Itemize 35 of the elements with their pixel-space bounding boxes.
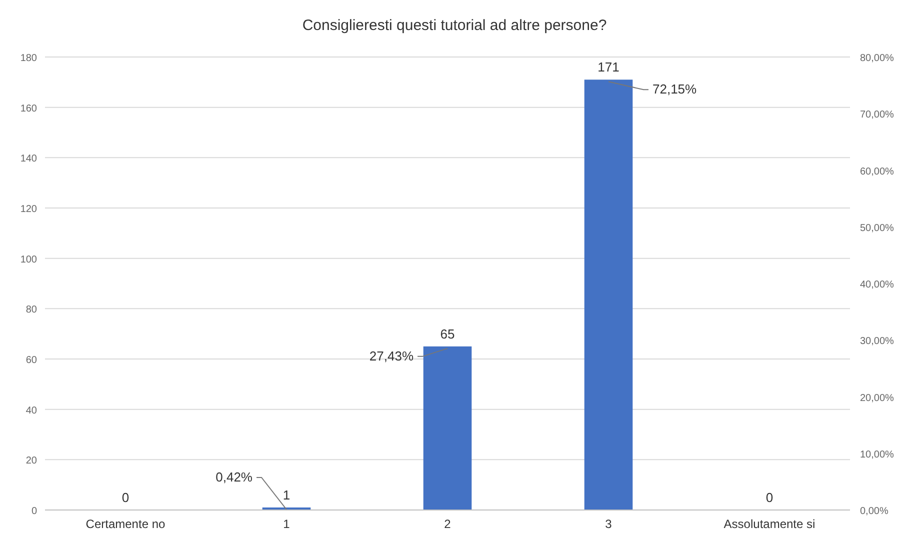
data-label: 65: [440, 326, 455, 342]
y-tick-label: 0: [31, 506, 38, 517]
y-tick-label: 20: [26, 456, 38, 467]
y2-tick-label: 0,00%: [860, 506, 888, 517]
annotation: 0,42%: [216, 469, 253, 484]
y-tick-label: 60: [26, 355, 38, 366]
annotation: 72,15%: [652, 82, 698, 97]
x-tick-label: 1: [283, 517, 290, 531]
bar: [423, 346, 472, 510]
y-tick-label: 160: [20, 103, 38, 114]
x-tick-label: Assolutamente si: [724, 517, 816, 531]
bar: [584, 80, 633, 510]
y2-tick-label: 80,00%: [860, 53, 894, 64]
data-label: 0: [122, 490, 130, 505]
chart-title: Consiglieresti questi tutorial ad altre persone?: [302, 17, 607, 34]
y-tick-label: 120: [20, 204, 38, 215]
annotation: 27,43%: [369, 348, 414, 364]
y-tick-label: 100: [20, 254, 38, 266]
y2-tick-label: 60,00%: [860, 166, 894, 178]
y2-tick-label: 20,00%: [860, 392, 894, 404]
data-label: 1: [282, 487, 290, 502]
y2-tick-label: 50,00%: [860, 222, 894, 234]
y-tick-label: 140: [20, 154, 38, 165]
y-tick-label: 80: [26, 304, 38, 316]
y2-tick-label: 70,00%: [860, 110, 894, 121]
y2-tick-label: 30,00%: [860, 336, 894, 348]
x-tick-label: 2: [444, 517, 452, 531]
x-tick-label: 3: [605, 517, 612, 531]
data-label: 171: [598, 60, 620, 75]
data-label: 0: [766, 490, 774, 505]
y-tick-label: 180: [20, 53, 38, 64]
y-tick-label: 40: [26, 405, 38, 416]
x-tick-label: Certamente no: [86, 517, 166, 531]
y2-tick-label: 40,00%: [860, 280, 894, 290]
y2-tick-label: 10,00%: [860, 449, 894, 460]
